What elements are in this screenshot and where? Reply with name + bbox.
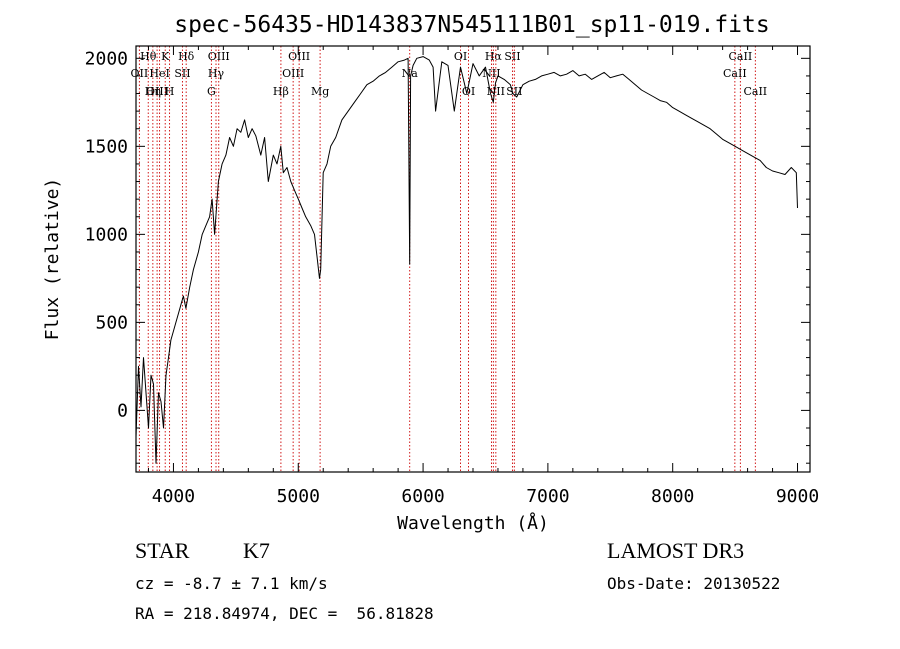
x-axis-label: Wavelength (Å) <box>397 512 549 534</box>
line-marker-label: H <box>165 85 175 98</box>
redshift-velocity: cz = -8.7 ± 7.1 km/s <box>135 574 328 593</box>
line-marker-label: OIII <box>208 50 230 63</box>
y-axis: 0 500 1000 1500 2000 <box>85 48 810 464</box>
line-marker-label: Hγ <box>208 67 225 80</box>
x-tick-label: 8000 <box>651 486 694 507</box>
line-marker-label: Hβ <box>273 85 289 98</box>
line-marker-label: CaII <box>723 67 747 80</box>
observation-date: Obs-Date: 20130522 <box>607 574 781 593</box>
line-marker-label: K <box>161 50 170 63</box>
object-class: STAR <box>135 538 190 563</box>
line-marker-label: CaII <box>743 85 767 98</box>
line-marker-label: OII <box>131 67 149 80</box>
spectrum-line <box>135 56 798 464</box>
line-marker-label: NII <box>482 67 500 80</box>
x-tick-label: 6000 <box>401 486 444 507</box>
line-marker-label: Hη <box>145 85 161 98</box>
line-marker-label: SII <box>174 67 190 80</box>
line-marker-label: SII <box>504 50 520 63</box>
line-marker-label: G <box>207 85 216 98</box>
line-markers: Hθ OII OIII K HeI Hη H Hδ SII OIII Hγ G Hβ OIII OIII Mg… <box>131 46 767 472</box>
line-marker-label: CaII <box>729 50 753 63</box>
line-marker-label: Na <box>402 67 419 80</box>
y-tick-label: 1500 <box>85 136 128 157</box>
object-subclass: K7 <box>243 538 270 563</box>
line-marker-label: Hδ <box>178 50 195 63</box>
y-tick-label: 2000 <box>85 48 128 69</box>
line-marker-label: Hα <box>485 50 503 63</box>
y-tick-label: 1000 <box>85 224 128 245</box>
line-marker-label: HeI <box>149 67 169 80</box>
y-tick-label: 0 <box>117 400 128 421</box>
line-marker-label: OIII <box>146 85 168 98</box>
survey-name: LAMOST DR3 <box>607 538 745 563</box>
y-axis-label: Flux (relative) <box>42 178 63 341</box>
y-tick-label: 500 <box>95 312 128 333</box>
line-marker-label: OIII <box>282 67 304 80</box>
line-marker-label: Mg <box>311 85 329 98</box>
x-tick-label: 9000 <box>776 486 819 507</box>
x-axis: 4000 5000 6000 7000 8000 9000 <box>147 46 819 507</box>
plot-frame <box>135 45 811 473</box>
spectrum-series <box>135 56 798 464</box>
coordinates: RA = 218.84974, DEC = 56.81828 <box>135 604 434 623</box>
x-tick-label: 4000 <box>152 486 195 507</box>
chart-title: spec-56435-HD143837N545111B01_sp11-019.f… <box>174 12 769 38</box>
x-tick-label: 7000 <box>526 486 569 507</box>
line-marker-label: OIII <box>288 50 310 63</box>
line-marker-label: Hθ <box>140 50 157 63</box>
x-tick-label: 5000 <box>277 486 320 507</box>
line-marker-label: OI <box>454 50 467 63</box>
